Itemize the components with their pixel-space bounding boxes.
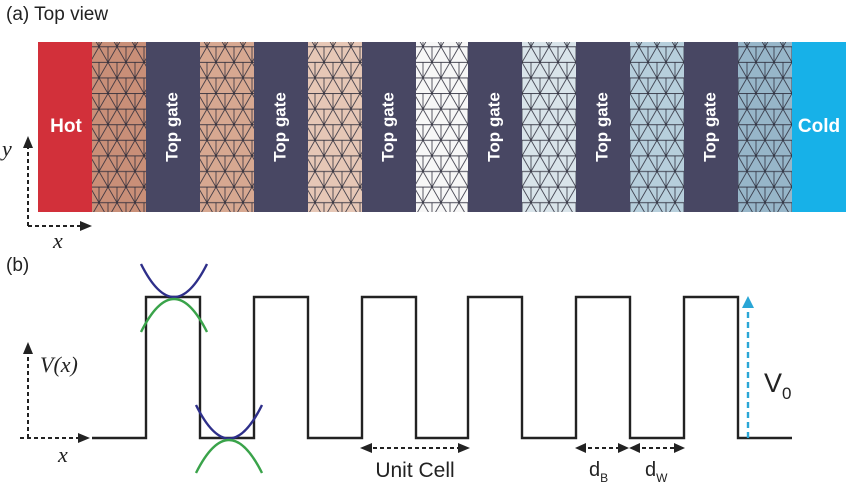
- top-gate-label: Top gate: [162, 92, 181, 162]
- panel-b-label: (b): [6, 255, 29, 276]
- lattice-overlay: [522, 42, 576, 212]
- lattice-overlay: [630, 42, 684, 212]
- band-cone-barrier: [139, 263, 209, 333]
- lattice-overlay: [92, 42, 146, 212]
- lattice-overlay: [738, 42, 792, 212]
- panel-a-x-axis-label: x: [52, 228, 63, 253]
- panel-b-axes: V(x) x: [20, 342, 90, 467]
- top-gate-label: Top gate: [700, 92, 719, 162]
- potential-axis-label: V(x): [40, 352, 78, 377]
- hot-reservoir: [38, 42, 92, 212]
- barrier-width-arrow: [575, 443, 629, 453]
- top-gate-label: Top gate: [270, 92, 289, 162]
- lattice-overlay: [200, 42, 254, 212]
- panel-a-y-axis-label: y: [0, 136, 12, 161]
- unit-cell-arrow: [360, 443, 470, 453]
- top-gate: [254, 42, 308, 212]
- lattice-overlay: [308, 42, 362, 212]
- barrier-height-arrow: [742, 296, 754, 438]
- top-gate: [146, 42, 200, 212]
- top-gate: [468, 42, 522, 212]
- top-gate-label: Top gate: [484, 92, 503, 162]
- hot-label: Hot: [50, 116, 82, 137]
- well-width-label: dW: [645, 459, 668, 485]
- panel-a-axes: y x: [0, 136, 92, 253]
- device-strip: Hot Top gate Top gate Top gate Top gate Top g…: [38, 42, 846, 212]
- cold-label: Cold: [798, 116, 840, 137]
- top-gate: [684, 42, 738, 212]
- potential-profile: [92, 295, 792, 440]
- barrier-width-label: dB: [589, 459, 608, 485]
- barrier-height-label: V0: [764, 368, 791, 403]
- cold-reservoir: [792, 42, 846, 212]
- unit-cell-label: Unit Cell: [375, 459, 454, 482]
- top-gate: [576, 42, 630, 212]
- top-gate: [362, 42, 416, 212]
- panel-b-x-axis-label: x: [57, 442, 68, 467]
- panel-a-label: (a) Top view: [6, 4, 108, 25]
- top-gate-label: Top gate: [592, 92, 611, 162]
- band-cone-well: [194, 404, 264, 474]
- well-width-arrow: [629, 443, 685, 453]
- top-gate-label: Top gate: [378, 92, 397, 162]
- lattice-overlay: [416, 42, 470, 212]
